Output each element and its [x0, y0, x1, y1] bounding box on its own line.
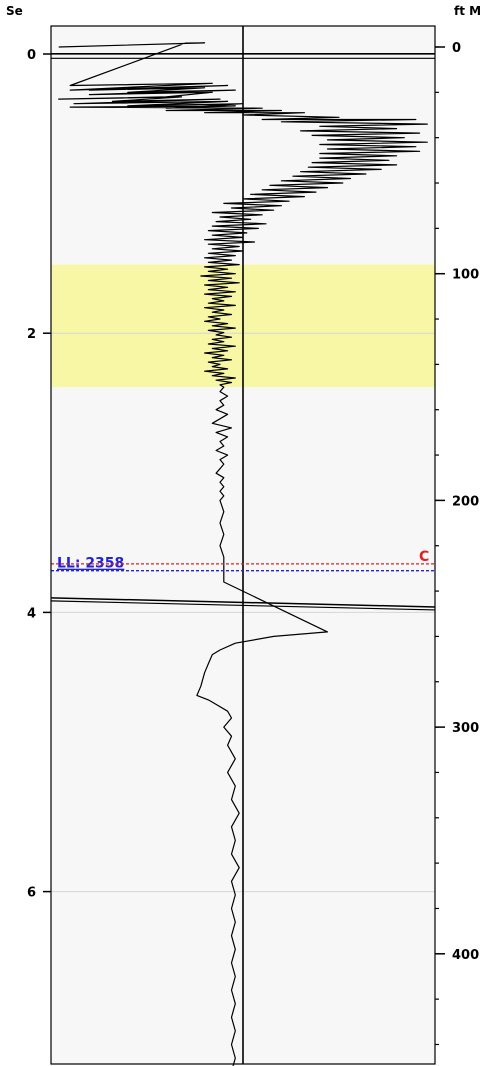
collar-line — [50, 600, 436, 611]
collar-line — [50, 597, 436, 608]
left-axis-tick-label: 2 — [27, 327, 36, 342]
data-curve — [58, 42, 428, 1066]
left-axis-tick-label: 6 — [27, 886, 36, 901]
depth-marker-label: LL: 2358 — [57, 556, 124, 572]
right-axis-tick-label: 0 — [452, 41, 461, 56]
left-axis-unit: Se — [6, 4, 23, 18]
left-axis-tick-label: 0 — [27, 48, 36, 63]
right-axis-tick-label: 300 — [452, 721, 479, 736]
right-axis-tick-label: 100 — [452, 268, 479, 283]
right-axis-tick-label: 400 — [452, 948, 479, 963]
right-axis-unit: ft M — [454, 4, 481, 18]
plot-frame — [50, 25, 436, 1065]
depth-marker-label: C — [419, 549, 429, 565]
left-axis-tick-label: 4 — [27, 606, 36, 621]
right-axis-tick-label: 200 — [452, 494, 479, 509]
